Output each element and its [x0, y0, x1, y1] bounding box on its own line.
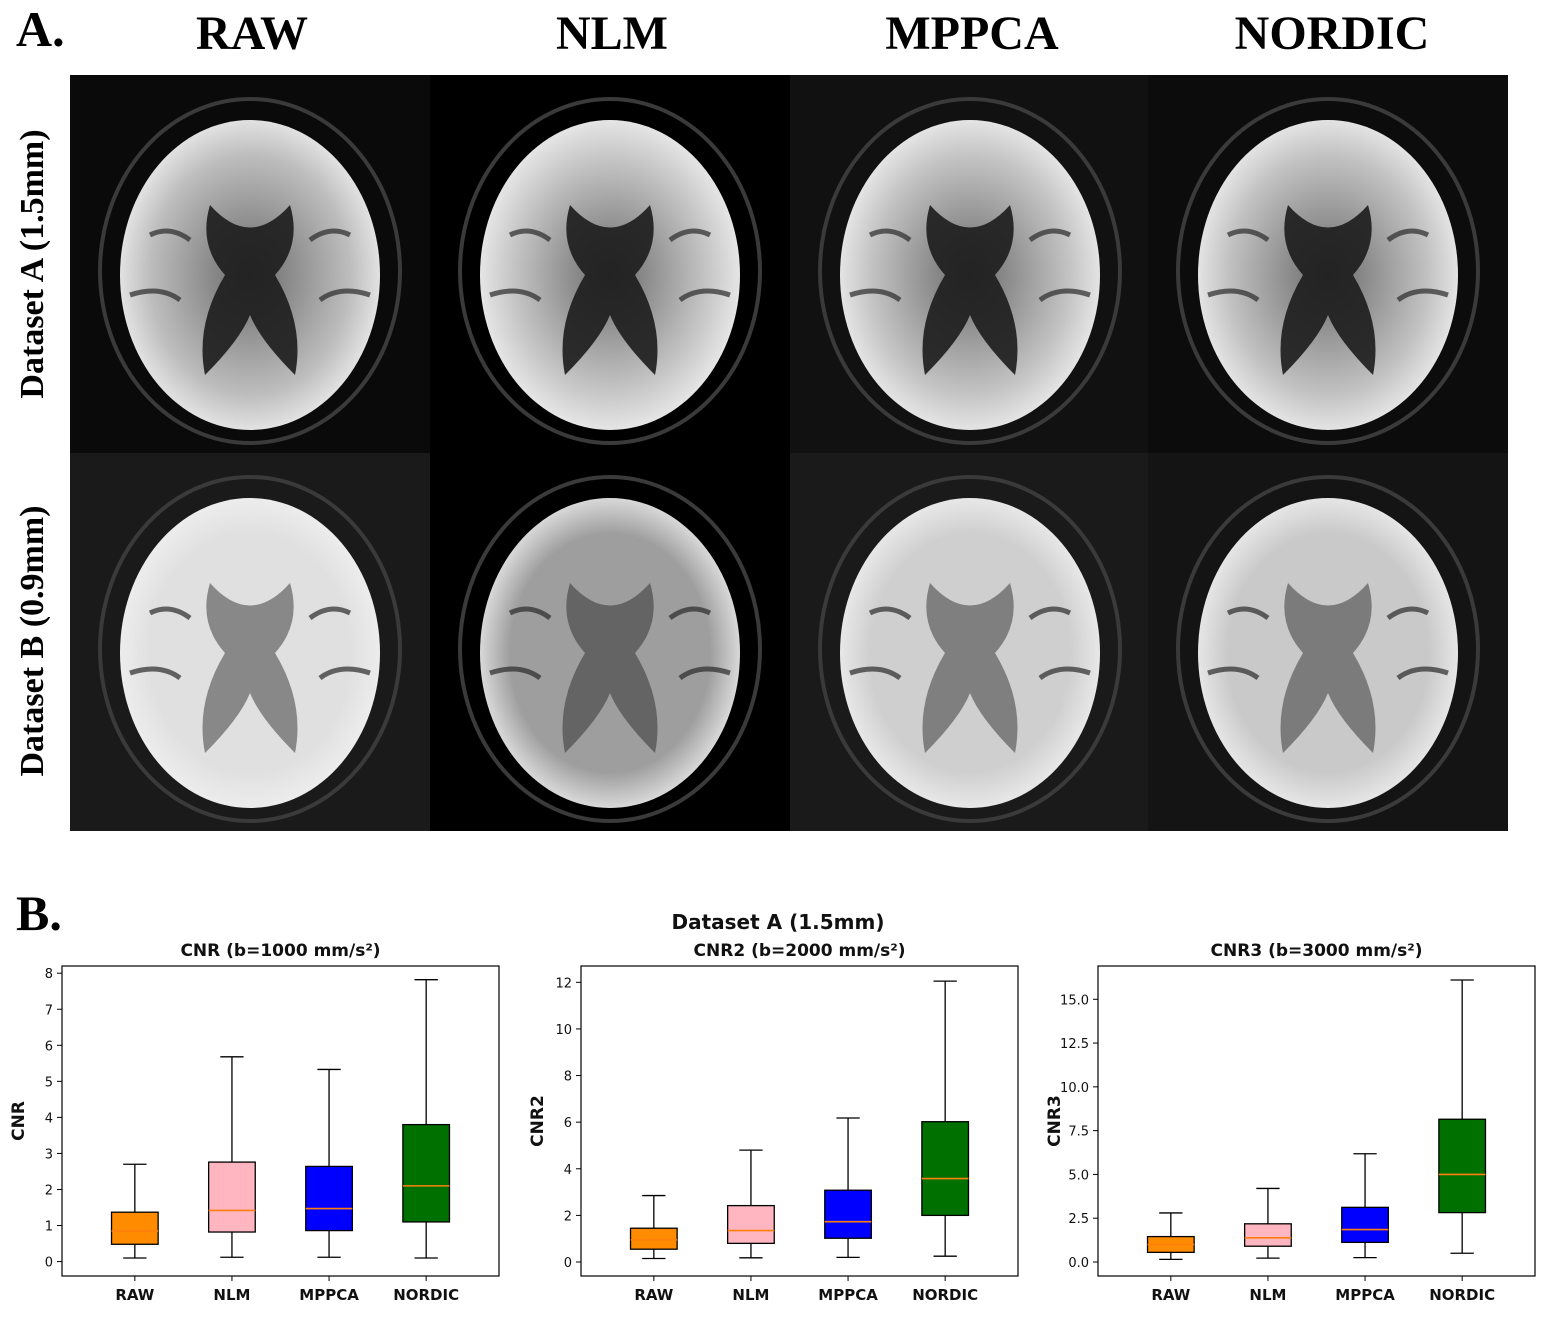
x-tick-label: NLM	[1249, 1286, 1286, 1304]
y-tick-label: 6	[564, 1116, 572, 1131]
boxplot-suptitle: Dataset A (1.5mm)	[671, 910, 885, 934]
x-tick-label: RAW	[1151, 1286, 1190, 1304]
box-nlm	[726, 1204, 775, 1245]
x-tick-label: NORDIC	[1429, 1286, 1495, 1304]
y-tick-label: 2	[45, 1183, 53, 1198]
column-header-nlm: NLM	[556, 7, 668, 60]
y-tick-label: 4	[45, 1111, 53, 1126]
x-tick-label: NORDIC	[912, 1286, 978, 1304]
column-header-raw: RAW	[195, 7, 308, 60]
y-tick-label: 3	[45, 1147, 53, 1162]
brain-image-mppca-dataset-a	[790, 75, 1150, 453]
y-tick-label: 7	[45, 1003, 53, 1018]
y-tick-label: 0	[45, 1256, 53, 1271]
y-tick-label: 10	[555, 1023, 572, 1038]
column-header-nordic: NORDIC	[1234, 7, 1430, 60]
box-nordic	[921, 1121, 970, 1217]
brain-image-nordic-dataset-b	[1148, 453, 1508, 831]
box-mppca	[824, 1189, 873, 1239]
x-tick-label: MPPCA	[818, 1286, 878, 1304]
x-tick-label: NLM	[213, 1286, 250, 1304]
y-tick-label: 5.0	[1068, 1168, 1089, 1183]
y-tick-label: 7.5	[1068, 1125, 1089, 1140]
box-nlm	[207, 1161, 256, 1233]
box-mppca	[1341, 1206, 1390, 1244]
y-tick-label: 1	[45, 1220, 53, 1235]
y-axis-label: CNR2	[528, 1095, 548, 1147]
y-tick-label: 15.0	[1060, 993, 1089, 1008]
box-nordic	[402, 1123, 451, 1223]
y-tick-label: 2	[564, 1209, 572, 1224]
brain-image-nlm-dataset-b	[430, 453, 790, 831]
brain-image-nordic-dataset-a	[1148, 75, 1508, 453]
panel-a-label: A.	[16, 1, 65, 57]
box-mppca	[305, 1165, 354, 1232]
brain-image-raw-dataset-b	[70, 453, 430, 831]
brain-image-mppca-dataset-b	[790, 453, 1150, 831]
y-tick-label: 8	[45, 967, 53, 982]
box-raw	[629, 1227, 678, 1250]
y-tick-label: 12.5	[1060, 1037, 1089, 1052]
y-tick-label: 12	[555, 976, 572, 991]
box-nlm	[1243, 1223, 1292, 1247]
panel-b-label: B.	[16, 885, 62, 941]
y-axis-label: CNR	[9, 1101, 29, 1141]
y-tick-label: 2.5	[1068, 1212, 1089, 1227]
chart-title: CNR2 (b=2000 mm/s²)	[694, 941, 906, 961]
y-tick-label: 5	[45, 1075, 53, 1090]
axes-frame	[580, 965, 1019, 1277]
brain-image-raw-dataset-a	[70, 75, 430, 453]
box-raw	[110, 1211, 159, 1245]
y-tick-label: 4	[564, 1163, 572, 1178]
box-nordic	[1438, 1118, 1487, 1214]
y-axis-label: CNR3	[1045, 1095, 1065, 1147]
x-tick-label: RAW	[634, 1286, 673, 1304]
axes-frame	[61, 965, 500, 1277]
x-tick-label: NLM	[732, 1286, 769, 1304]
x-tick-label: MPPCA	[299, 1286, 359, 1304]
y-tick-label: 0.0	[1068, 1256, 1089, 1271]
y-tick-label: 6	[45, 1039, 53, 1054]
axes-frame	[1097, 965, 1536, 1277]
x-tick-label: NORDIC	[393, 1286, 459, 1304]
chart-title: CNR3 (b=3000 mm/s²)	[1211, 941, 1423, 961]
y-tick-label: 8	[564, 1070, 572, 1085]
x-tick-label: MPPCA	[1335, 1286, 1395, 1304]
chart-title: CNR (b=1000 mm/s²)	[180, 941, 380, 961]
y-tick-label: 0	[564, 1256, 572, 1271]
column-header-mppca: MPPCA	[885, 7, 1059, 60]
y-tick-label: 10.0	[1060, 1081, 1089, 1096]
brain-image-nlm-dataset-a	[430, 75, 790, 453]
x-tick-label: RAW	[115, 1286, 154, 1304]
